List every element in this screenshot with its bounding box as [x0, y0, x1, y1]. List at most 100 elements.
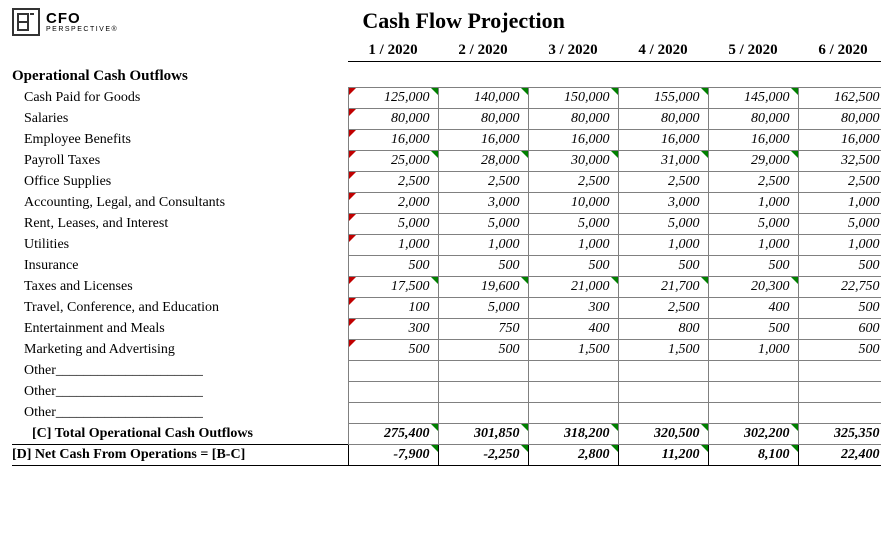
table-cell[interactable]: 400 [528, 319, 618, 340]
table-cell[interactable]: 2,500 [618, 298, 708, 319]
table-cell[interactable]: 1,000 [348, 235, 438, 256]
table-cell[interactable]: 2,000 [348, 193, 438, 214]
table-cell[interactable]: 80,000 [708, 109, 798, 130]
table-cell[interactable]: 19,600 [438, 277, 528, 298]
table-cell[interactable]: 275,400 [348, 424, 438, 445]
table-cell[interactable]: 80,000 [348, 109, 438, 130]
table-cell[interactable]: 1,000 [618, 235, 708, 256]
table-cell[interactable]: 5,000 [438, 298, 528, 319]
table-cell[interactable] [708, 403, 798, 424]
table-cell[interactable]: 150,000 [528, 88, 618, 109]
table-cell[interactable] [438, 382, 528, 403]
table-cell[interactable]: 80,000 [798, 109, 881, 130]
table-cell[interactable]: 3,000 [618, 193, 708, 214]
table-cell[interactable]: 500 [438, 340, 528, 361]
table-cell[interactable]: 29,000 [708, 151, 798, 172]
table-cell[interactable]: 500 [708, 256, 798, 277]
table-cell[interactable]: 1,000 [798, 193, 881, 214]
table-cell[interactable]: 22,750 [798, 277, 881, 298]
table-cell[interactable]: 500 [798, 340, 881, 361]
table-cell[interactable]: 320,500 [618, 424, 708, 445]
table-cell[interactable]: 3,000 [438, 193, 528, 214]
table-cell[interactable]: 2,500 [438, 172, 528, 193]
table-cell[interactable]: 2,500 [708, 172, 798, 193]
table-cell[interactable] [618, 382, 708, 403]
table-cell[interactable]: 80,000 [528, 109, 618, 130]
table-cell[interactable] [798, 361, 881, 382]
table-cell[interactable]: 500 [348, 256, 438, 277]
table-cell[interactable]: 1,000 [798, 235, 881, 256]
table-cell[interactable] [618, 403, 708, 424]
table-cell[interactable]: 800 [618, 319, 708, 340]
table-cell[interactable]: 140,000 [438, 88, 528, 109]
table-cell[interactable]: 301,850 [438, 424, 528, 445]
table-cell[interactable]: 32,500 [798, 151, 881, 172]
table-cell[interactable]: 2,500 [798, 172, 881, 193]
table-cell[interactable]: 8,100 [708, 445, 798, 466]
table-cell[interactable]: 16,000 [708, 130, 798, 151]
table-cell[interactable]: 10,000 [528, 193, 618, 214]
table-cell[interactable]: 16,000 [798, 130, 881, 151]
table-cell[interactable]: 11,200 [618, 445, 708, 466]
table-cell[interactable]: 17,500 [348, 277, 438, 298]
table-cell[interactable]: 400 [708, 298, 798, 319]
table-cell[interactable]: 28,000 [438, 151, 528, 172]
table-cell[interactable]: 500 [438, 256, 528, 277]
table-cell[interactable]: 500 [348, 340, 438, 361]
table-cell[interactable] [708, 361, 798, 382]
table-cell[interactable]: 5,000 [348, 214, 438, 235]
table-cell[interactable]: 20,300 [708, 277, 798, 298]
table-cell[interactable]: 30,000 [528, 151, 618, 172]
table-cell[interactable] [798, 403, 881, 424]
table-cell[interactable]: 31,000 [618, 151, 708, 172]
table-cell[interactable]: 5,000 [618, 214, 708, 235]
table-cell[interactable]: 1,000 [528, 235, 618, 256]
table-cell[interactable] [438, 403, 528, 424]
table-cell[interactable]: 1,000 [438, 235, 528, 256]
table-cell[interactable]: 2,500 [618, 172, 708, 193]
table-cell[interactable]: 302,200 [708, 424, 798, 445]
table-cell[interactable]: 145,000 [708, 88, 798, 109]
table-cell[interactable]: 100 [348, 298, 438, 319]
table-cell[interactable]: 155,000 [618, 88, 708, 109]
table-cell[interactable] [528, 403, 618, 424]
table-cell[interactable]: 1,500 [618, 340, 708, 361]
table-cell[interactable]: 80,000 [618, 109, 708, 130]
table-cell[interactable] [798, 382, 881, 403]
table-cell[interactable] [528, 382, 618, 403]
table-cell[interactable]: 500 [708, 319, 798, 340]
table-cell[interactable]: -7,900 [348, 445, 438, 466]
table-cell[interactable] [348, 403, 438, 424]
table-cell[interactable]: 5,000 [798, 214, 881, 235]
table-cell[interactable]: 500 [798, 256, 881, 277]
table-cell[interactable] [348, 361, 438, 382]
table-cell[interactable]: 500 [528, 256, 618, 277]
table-cell[interactable] [618, 361, 708, 382]
table-cell[interactable]: 2,800 [528, 445, 618, 466]
table-cell[interactable]: 25,000 [348, 151, 438, 172]
table-cell[interactable]: 22,400 [798, 445, 881, 466]
table-cell[interactable]: 318,200 [528, 424, 618, 445]
table-cell[interactable]: 16,000 [528, 130, 618, 151]
table-cell[interactable]: 500 [798, 298, 881, 319]
table-cell[interactable]: 2,500 [348, 172, 438, 193]
table-cell[interactable]: 5,000 [528, 214, 618, 235]
table-cell[interactable]: 16,000 [618, 130, 708, 151]
table-cell[interactable]: 1,000 [708, 340, 798, 361]
table-cell[interactable] [528, 361, 618, 382]
table-cell[interactable]: 125,000 [348, 88, 438, 109]
table-cell[interactable] [348, 382, 438, 403]
table-cell[interactable]: 325,350 [798, 424, 881, 445]
table-cell[interactable]: 300 [348, 319, 438, 340]
table-cell[interactable]: 5,000 [438, 214, 528, 235]
table-cell[interactable]: 21,700 [618, 277, 708, 298]
table-cell[interactable]: 600 [798, 319, 881, 340]
table-cell[interactable]: 1,000 [708, 235, 798, 256]
table-cell[interactable]: 162,500 [798, 88, 881, 109]
table-cell[interactable]: 300 [528, 298, 618, 319]
table-cell[interactable]: 80,000 [438, 109, 528, 130]
table-cell[interactable]: 16,000 [348, 130, 438, 151]
table-cell[interactable]: 21,000 [528, 277, 618, 298]
table-cell[interactable] [438, 361, 528, 382]
table-cell[interactable]: 1,500 [528, 340, 618, 361]
